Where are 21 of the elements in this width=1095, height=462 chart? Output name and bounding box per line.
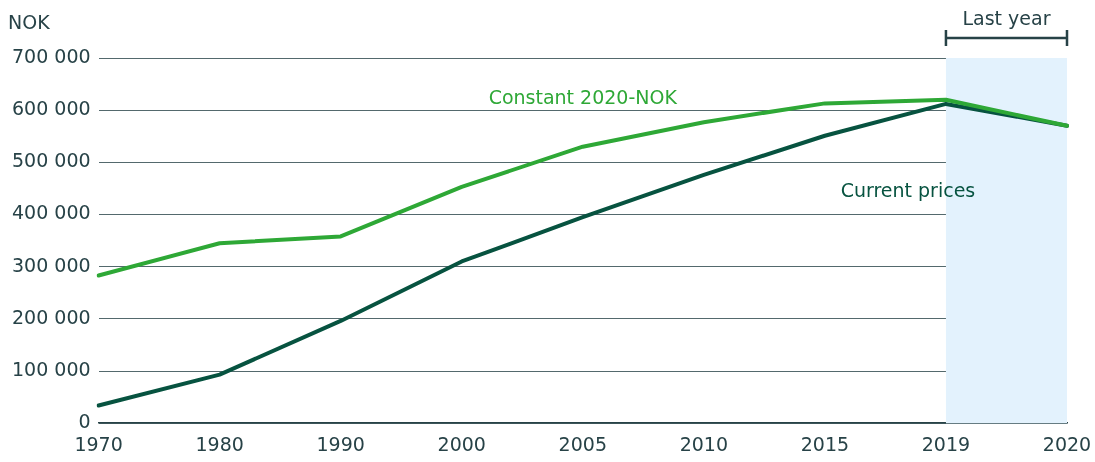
x-tick-label: 1980 [195, 432, 244, 455]
band-label: Last year [962, 7, 1051, 30]
y-tick-label: 600 000 [11, 97, 91, 120]
y-tick-label: 400 000 [11, 201, 91, 224]
x-tick-label: 2000 [437, 432, 486, 455]
y-tick-label: 700 000 [11, 44, 91, 67]
text: Current prices [840, 178, 976, 201]
x-tick-label: 2020 [1042, 432, 1092, 455]
x-tick-label: 1990 [316, 432, 365, 455]
y-tick-label: 100 000 [11, 357, 91, 380]
y-tick-label: 500 000 [11, 149, 91, 172]
y-axis-title: NOK [8, 10, 51, 33]
x-tick-label: 1970 [74, 432, 123, 455]
x-tick-label: 2019 [921, 432, 971, 455]
x-tick-label: 2005 [558, 432, 607, 455]
series-label: Constant 2020-NOK [488, 85, 678, 108]
y-tick-label: 300 000 [11, 253, 91, 276]
y-tick-label: 0 [78, 410, 91, 433]
y-tick-label: 200 000 [11, 305, 91, 328]
x-tick-label: 2010 [679, 432, 729, 455]
x-tick-label: 2015 [800, 432, 850, 455]
